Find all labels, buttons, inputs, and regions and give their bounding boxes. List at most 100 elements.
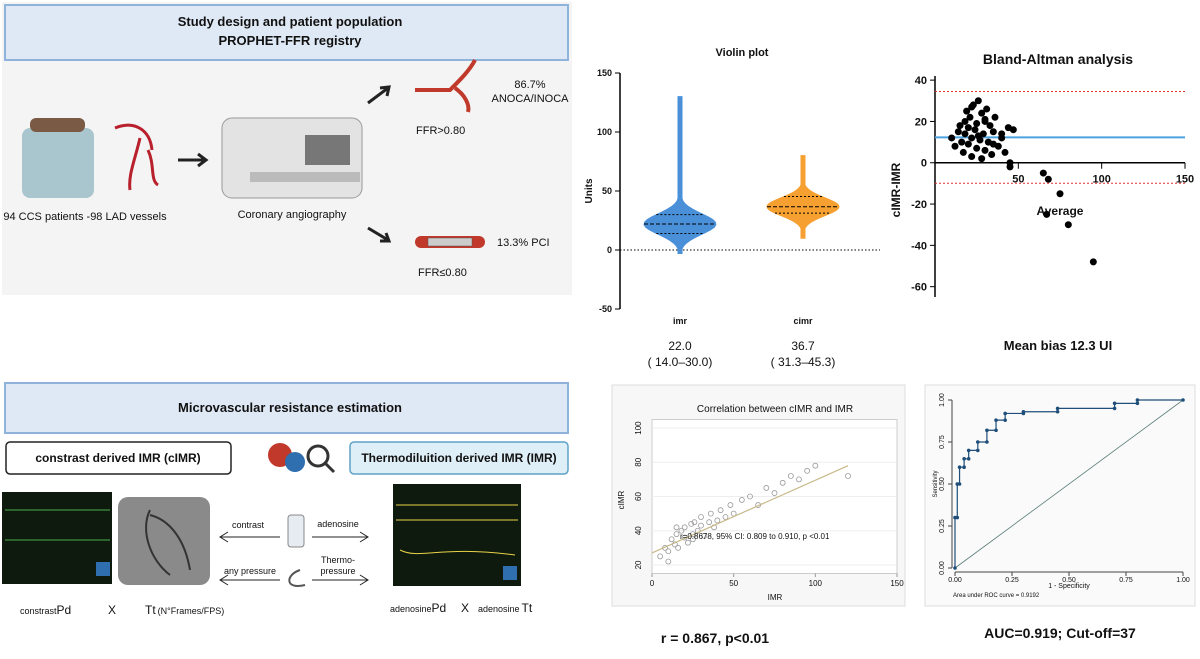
method-title-box (4, 382, 569, 434)
y-tick-label: 40 (634, 526, 643, 535)
point (964, 140, 972, 148)
thermo-label-1: Thermo- (321, 555, 355, 565)
y-tick-label: 0.75 (939, 435, 946, 449)
arrow-thermo (312, 574, 369, 586)
point (681, 524, 688, 531)
point (771, 490, 778, 496)
cimr-box-label: constrast derived IMR (cIMR) (35, 451, 200, 465)
x-tick-label: 50 (1012, 174, 1024, 186)
network-icon (268, 443, 336, 474)
roc-point (966, 457, 971, 461)
cimr-box (5, 441, 232, 475)
x-tick-label: 1.00 (1176, 577, 1190, 584)
roc-point (966, 448, 971, 453)
point (845, 473, 851, 479)
point (779, 479, 786, 486)
point (675, 544, 682, 551)
roc-point (976, 440, 980, 444)
x-axis-label: IMR (768, 593, 783, 602)
patients-icon (22, 118, 94, 198)
vial-icon (287, 514, 305, 548)
point (961, 130, 969, 138)
point (968, 153, 976, 161)
contrast-label: contrast (232, 520, 265, 530)
arrow-up (367, 85, 391, 105)
y-tick-label: 60 (634, 492, 643, 501)
point (738, 497, 745, 503)
point (948, 134, 956, 142)
study-subtitle: PROPHET-FFR registry (218, 33, 362, 48)
y-axis-label: Sensitivity (933, 470, 939, 497)
study-title: Study design and patient population (178, 14, 403, 29)
artery-icon (114, 123, 160, 191)
y-tick-label: 1.00 (939, 393, 946, 407)
angiogram-vessel (145, 509, 191, 576)
x-tick-label: imr (673, 316, 688, 326)
lower-ffr: FFR≤0.80 (418, 267, 467, 279)
point (698, 522, 704, 529)
point (717, 507, 724, 514)
x-tick-label: 100 (809, 579, 823, 588)
roc-point (953, 566, 957, 570)
point (673, 524, 680, 531)
roc-point (1003, 418, 1007, 422)
point (959, 148, 967, 156)
any-pressure-label: any pressure (224, 566, 276, 576)
y-axis-label: cIMR (617, 490, 626, 509)
roc-point (1112, 401, 1117, 406)
imr-box-label: Thermodiluition derived IMR (IMR) (361, 451, 556, 465)
point (665, 558, 672, 565)
violin-body (643, 96, 717, 255)
point (747, 493, 753, 500)
point (722, 514, 729, 520)
roc-point (985, 440, 989, 444)
roc-point (976, 448, 980, 453)
point (688, 520, 695, 527)
point (973, 120, 981, 128)
arrow-contrast (219, 531, 280, 543)
formula-sub: adenosine (478, 604, 520, 614)
monitor-button (96, 562, 110, 576)
point (983, 105, 991, 113)
y-tick-label: -50 (599, 304, 612, 314)
point (978, 109, 986, 117)
roc-point (1181, 398, 1185, 402)
point (989, 140, 997, 148)
point (706, 519, 713, 526)
point (727, 502, 734, 508)
point (973, 144, 981, 152)
roc-point (957, 465, 962, 470)
point (665, 548, 672, 555)
y-tick-label: 50 (602, 186, 612, 196)
fit-line (651, 465, 849, 554)
arrow-down (367, 226, 392, 243)
roc-point (1003, 411, 1007, 416)
x-tick-label: 0.25 (1005, 577, 1019, 584)
imr-box (349, 441, 569, 475)
y-tick-label: -60 (911, 282, 927, 294)
point (1001, 148, 1009, 156)
y-tick-label: 80 (634, 457, 643, 466)
y-tick-label: 100 (597, 127, 612, 137)
x-tick-label: 0.00 (948, 577, 962, 584)
upper-label: ANOCA/INOCA (491, 93, 569, 105)
y-tick-label: -20 (911, 199, 927, 211)
point (678, 527, 685, 534)
point (986, 122, 994, 130)
adenosine-label: adenosine (317, 519, 359, 529)
point (1006, 163, 1014, 171)
y-tick-label: 0.25 (939, 519, 946, 533)
point (971, 126, 979, 134)
x-tick-label: 0.50 (1062, 577, 1076, 584)
point (1044, 175, 1052, 183)
point (961, 117, 969, 125)
method-title: Microvascular resistance estimation (178, 400, 402, 415)
roc-point (1021, 409, 1026, 414)
point (701, 532, 708, 539)
point (787, 473, 794, 479)
formula-times: X (108, 603, 116, 617)
roc-point (994, 428, 998, 433)
roc-point (1135, 401, 1140, 406)
y-tick-label: -40 (911, 240, 927, 252)
